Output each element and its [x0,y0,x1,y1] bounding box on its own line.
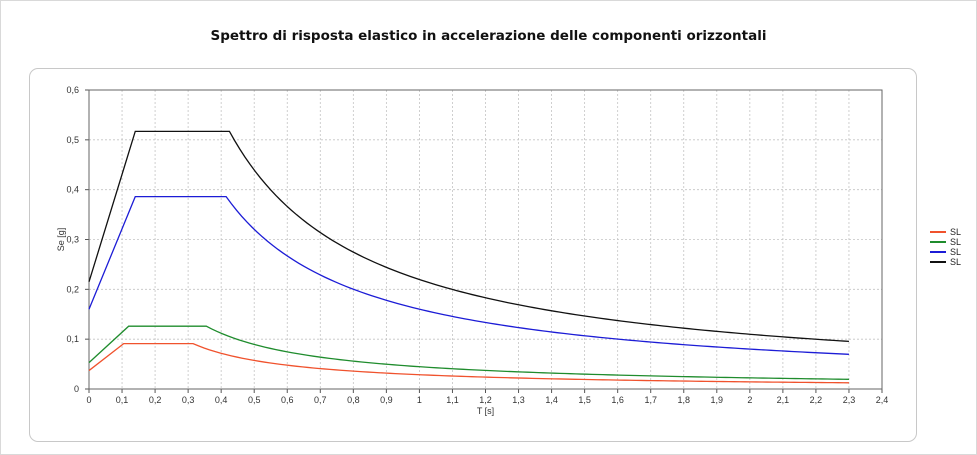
legend-swatch [930,241,946,243]
x-tick-label: 1,5 [578,395,591,405]
legend-label: SL [950,247,962,257]
series-line [88,343,849,384]
legend-item: SL [930,227,977,237]
x-tick-label: 0,4 [215,395,228,405]
x-tick-label: 2 [747,395,752,405]
x-tick-label: 0,7 [314,395,327,405]
x-tick-label: 0,5 [248,395,261,405]
plot-area [88,89,883,390]
y-tick-label: 0,4 [66,185,79,195]
legend: SL SL SL SL [930,227,977,267]
y-axis-label: Se [g] [56,228,66,252]
x-tick-label: 1,9 [711,395,724,405]
x-axis-label: T [s] [477,406,494,416]
legend-swatch [930,261,946,263]
x-tick-label: 2,1 [777,395,790,405]
x-tick-label: 0,8 [347,395,360,405]
x-tick-label: 2,3 [843,395,856,405]
legend-swatch [930,251,946,253]
x-tick-label: 1,7 [644,395,657,405]
legend-label: SL [950,227,962,237]
x-tick-label: 0,9 [380,395,393,405]
x-tick-label: 2,2 [810,395,823,405]
series-line [88,325,849,380]
series-line [88,195,849,355]
x-tick-label: 0,1 [116,395,129,405]
x-tick-label: 1,4 [545,395,558,405]
x-tick-label: 2,4 [876,395,889,405]
series-line [88,130,850,343]
x-tick-label: 0,2 [149,395,162,405]
x-tick-label: 0,3 [182,395,195,405]
legend-item: SL [930,257,977,267]
chart-title: Spettro di risposta elastico in accelera… [210,28,767,44]
y-tick-label: 0,3 [66,235,79,245]
x-tick-label: 0,6 [281,395,294,405]
x-tick-label: 1,2 [479,395,492,405]
x-tick-label: 1,3 [512,395,525,405]
legend-item: SL [930,237,977,247]
plot-panel [29,68,917,442]
x-tick-label: 1 [417,395,422,405]
legend-swatch [930,231,946,233]
y-tick-label: 0,5 [66,135,79,145]
legend-item: SL [930,247,977,257]
x-tick-label: 1,8 [677,395,690,405]
legend-label: SL [950,237,962,247]
x-tick-label: 1,6 [611,395,624,405]
y-tick-label: 0,1 [66,334,79,344]
legend-label: SL [950,257,962,267]
y-tick-label: 0,6 [66,85,79,95]
y-tick-label: 0 [74,384,79,394]
x-tick-label: 1,1 [446,395,459,405]
x-tick-label: 0 [86,395,91,405]
y-tick-label: 0,2 [66,284,79,294]
